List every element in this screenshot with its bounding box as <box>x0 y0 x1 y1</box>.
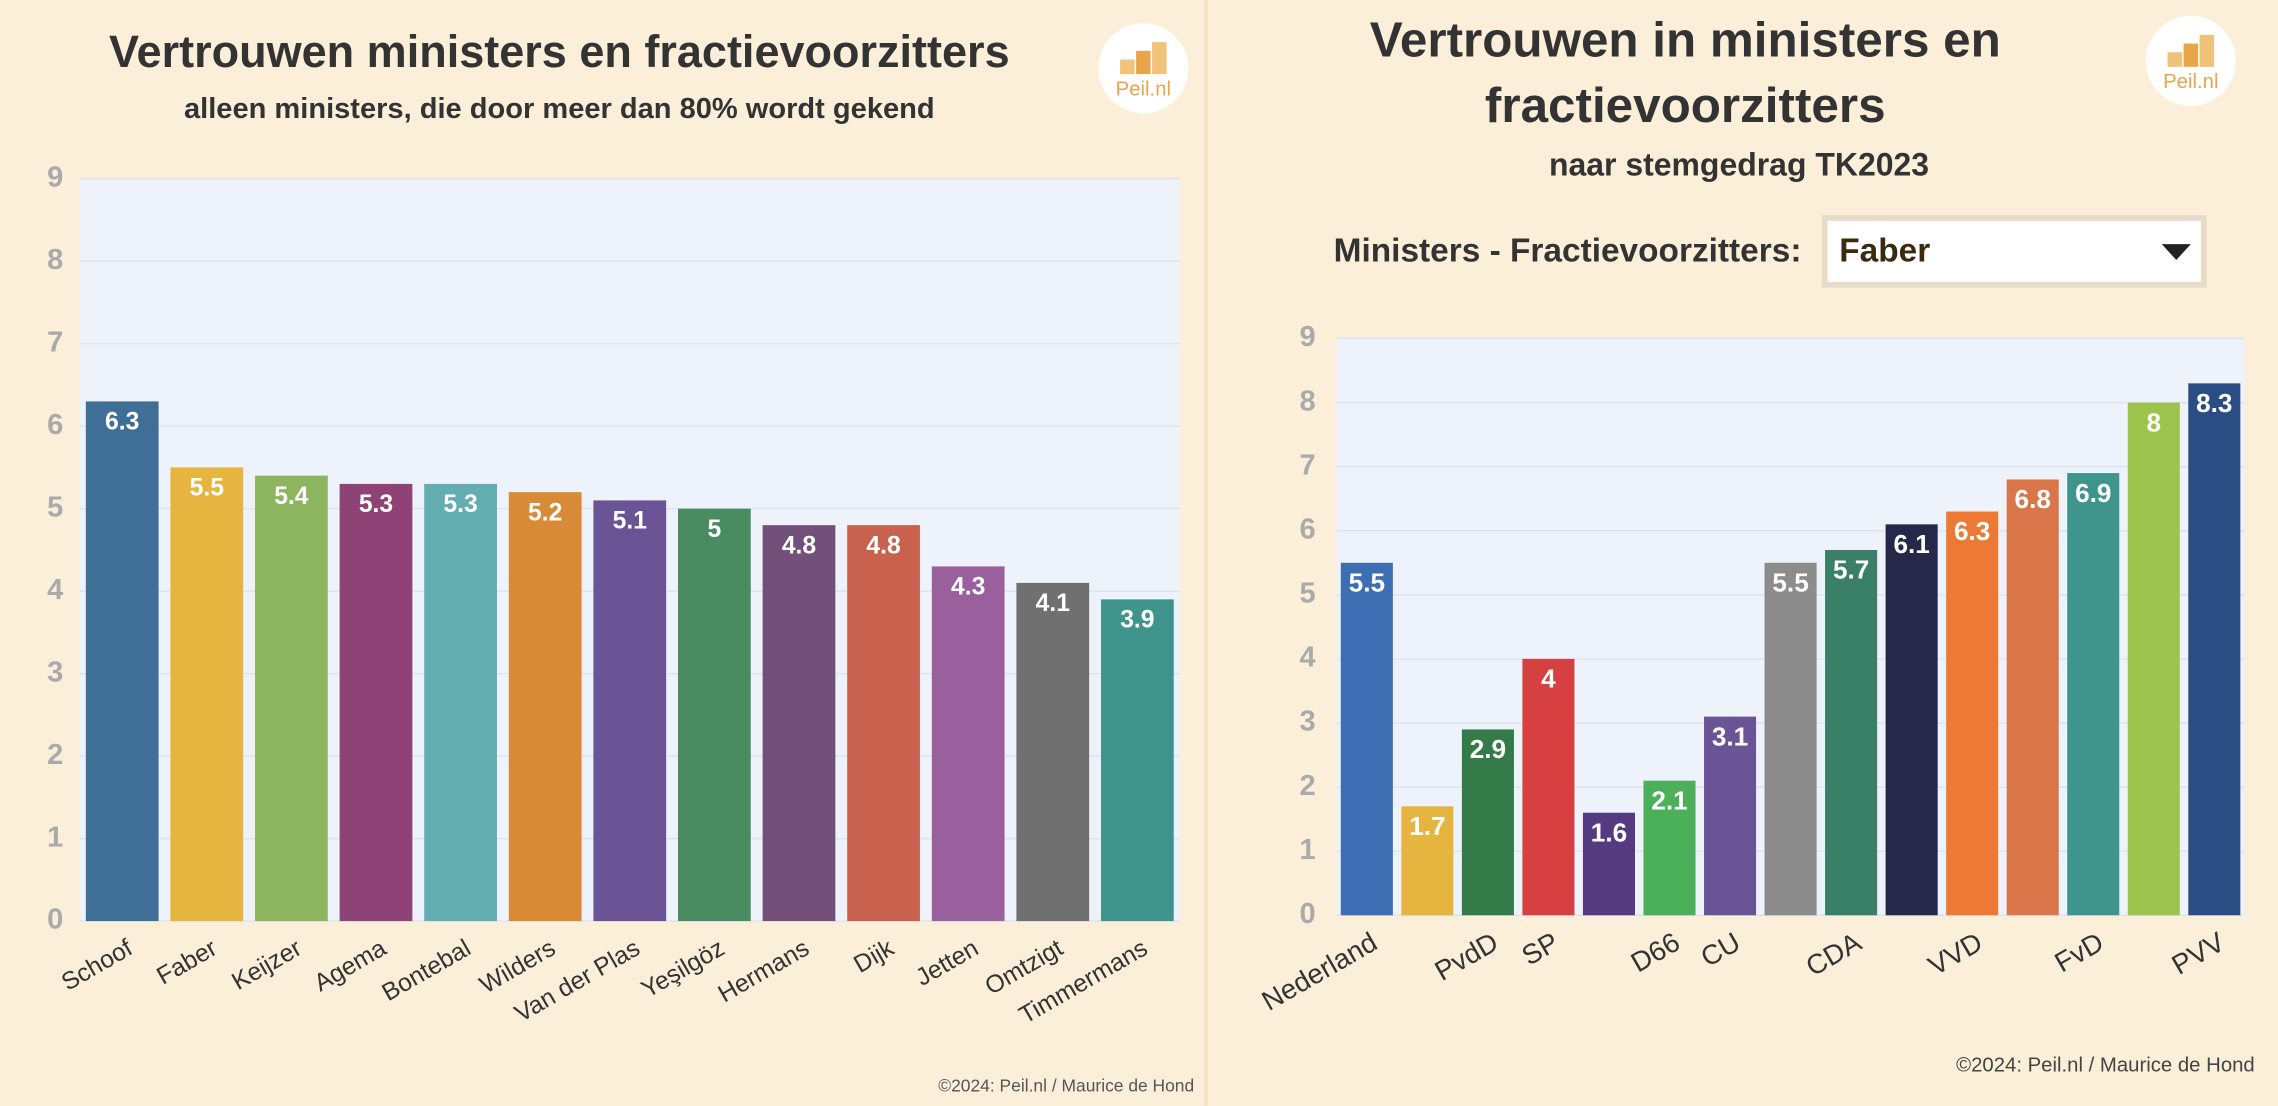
y-tick-label: 7 <box>47 326 63 358</box>
value-label: 5.5 <box>1772 567 1808 597</box>
y-tick-label: 2 <box>47 739 63 771</box>
credit: ©2024: Peil.nl / Maurice de Hond <box>938 1075 1194 1095</box>
value-label: 4.8 <box>866 532 900 559</box>
value-label: 3.1 <box>1712 721 1748 751</box>
logo-bar <box>1120 59 1135 75</box>
chart-title: Vertrouwen ministers en fractievoorzitte… <box>109 26 1010 77</box>
value-label: 5.3 <box>359 491 393 518</box>
logo-bar <box>1152 42 1167 75</box>
logo-bar <box>2199 34 2215 67</box>
dropdown-box[interactable] <box>1821 215 2207 288</box>
y-tick-label: 7 <box>1299 449 1315 481</box>
bar <box>339 483 413 922</box>
value-label: 5.1 <box>613 508 648 535</box>
bar <box>1582 812 1636 916</box>
value-label: 4 <box>1541 664 1556 694</box>
value-label: 5.2 <box>528 499 562 526</box>
y-tick-label: 6 <box>1299 513 1315 545</box>
chart-title: fractievoorzitters <box>1485 78 1886 133</box>
y-tick-label: 1 <box>47 821 63 853</box>
dropdown[interactable]: Faber <box>1821 215 2207 288</box>
bar <box>2067 473 2120 916</box>
dropdown-label: Ministers - Fractievoorzitters: <box>1334 233 1802 270</box>
bar <box>1825 549 1878 916</box>
y-tick-label: 8 <box>47 244 63 276</box>
y-tick-label: 2 <box>1299 770 1315 802</box>
dropdown-arrow[interactable] <box>2161 244 2191 261</box>
y-tick-label: 3 <box>47 656 63 688</box>
bar <box>847 525 920 922</box>
bar <box>85 401 159 922</box>
value-label: 5.7 <box>1833 555 1869 585</box>
y-tick-label: 4 <box>1299 642 1315 674</box>
bar <box>1885 524 1938 916</box>
bar <box>2006 479 2059 916</box>
y-tick-label: 3 <box>1299 706 1315 738</box>
bar <box>424 483 497 922</box>
value-label: 8.3 <box>2196 388 2232 418</box>
logo-text: Peil.nl <box>2163 71 2218 93</box>
y-tick-label: 5 <box>1299 578 1315 610</box>
value-label: 1.7 <box>1409 811 1445 841</box>
value-label: 2.1 <box>1651 785 1687 815</box>
bar <box>1340 562 1393 916</box>
dropdown-value[interactable]: Faber <box>1839 233 1930 270</box>
bar <box>1643 780 1696 916</box>
value-label: 2.9 <box>1470 734 1506 764</box>
bar <box>1522 658 1575 916</box>
bar <box>508 492 582 922</box>
value-label: 5.3 <box>443 491 477 518</box>
bar <box>678 508 751 922</box>
bar <box>170 467 244 922</box>
bar <box>1946 511 1999 916</box>
value-label: 4.3 <box>951 574 985 601</box>
y-tick-label: 8 <box>1299 385 1315 417</box>
y-tick-label: 9 <box>1299 321 1315 353</box>
credit: ©2024: Peil.nl / Maurice de Hond <box>1956 1055 2255 1077</box>
y-tick-label: 0 <box>1299 898 1315 930</box>
logo-bar <box>2167 52 2183 67</box>
bar <box>2188 383 2241 916</box>
bar <box>762 525 836 922</box>
y-tick-label: 5 <box>47 491 63 523</box>
bar <box>1704 716 1757 916</box>
logo-text: Peil.nl <box>1116 78 1171 100</box>
logo-bar <box>1136 50 1151 75</box>
value-label: 6.3 <box>1954 516 1990 546</box>
bar <box>1764 562 1817 916</box>
value-label: 5.5 <box>190 475 225 502</box>
value-label: 5.4 <box>274 483 309 510</box>
y-tick-label: 0 <box>47 904 63 936</box>
bar <box>1016 582 1090 922</box>
value-label: 4.8 <box>782 532 816 559</box>
value-label: 6.3 <box>105 409 139 436</box>
value-label: 3.9 <box>1120 607 1154 634</box>
value-label: 6.9 <box>2075 478 2111 508</box>
y-tick-label: 1 <box>1299 834 1315 866</box>
value-label: 8 <box>2147 407 2162 437</box>
bar <box>931 566 1005 922</box>
bar <box>2127 402 2180 916</box>
logo-bar <box>2183 43 2199 67</box>
value-label: 6.1 <box>1893 529 1929 559</box>
chart-title: Vertrouwen in ministers en <box>1370 13 2001 68</box>
chart-subtitle: alleen ministers, die door meer dan 80% … <box>184 93 935 125</box>
bar <box>1100 599 1174 922</box>
bar <box>1401 806 1454 916</box>
y-tick-label: 6 <box>47 409 63 441</box>
value-label: 5 <box>708 516 722 543</box>
bar <box>1461 729 1514 916</box>
value-label: 6.8 <box>2015 484 2051 514</box>
y-tick-label: 4 <box>47 574 63 606</box>
bar <box>255 475 328 922</box>
bar <box>593 500 667 922</box>
y-tick-label: 9 <box>47 161 63 193</box>
chart-subtitle: naar stemgedrag TK2023 <box>1549 147 1929 183</box>
value-label: 1.6 <box>1591 817 1627 847</box>
value-label: 5.5 <box>1349 567 1385 597</box>
value-label: 4.1 <box>1036 590 1071 617</box>
